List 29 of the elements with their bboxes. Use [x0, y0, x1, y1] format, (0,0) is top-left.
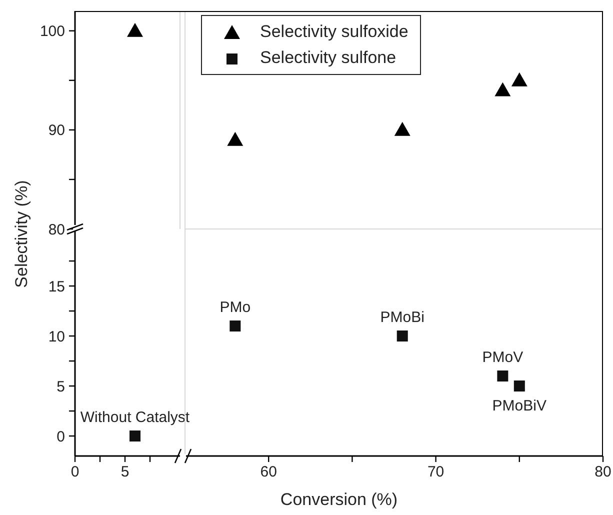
y-tick-label: 5: [56, 378, 65, 396]
x-tick-label: 80: [594, 464, 612, 481]
point: [394, 122, 410, 136]
annotation: PMoBi: [380, 309, 424, 326]
point: [514, 380, 525, 392]
legend-label: Selectivity sulfone: [260, 48, 396, 68]
x-tick-label: 70: [427, 464, 444, 481]
annotation: PMo: [220, 299, 251, 316]
legend-label: Selectivity sulfoxide: [260, 22, 408, 42]
y-tick-label: 0: [56, 428, 65, 446]
point: [230, 320, 241, 332]
annotation: PMoV: [482, 349, 524, 366]
x-tick-label: 0: [70, 464, 80, 481]
y-tick-label: 90: [48, 122, 65, 140]
x-tick-label: 5: [120, 464, 130, 481]
y-tick-label: 15: [48, 278, 65, 296]
point: [494, 82, 511, 96]
y-axis-title: Selectivity (%): [12, 180, 32, 288]
x-tick-label: 60: [260, 464, 277, 481]
x-axis-title: Conversion (%): [279, 490, 399, 510]
point: [227, 132, 244, 146]
annotation: PMoBiV: [492, 398, 546, 415]
y-tick-label: 10: [48, 328, 65, 346]
y-tick-label: 80: [48, 221, 65, 238]
point: [511, 72, 528, 86]
y-tick-label: 100: [40, 23, 65, 40]
point: [497, 370, 508, 382]
point: [396, 330, 408, 342]
annotation: Without Catalyst: [80, 409, 190, 426]
